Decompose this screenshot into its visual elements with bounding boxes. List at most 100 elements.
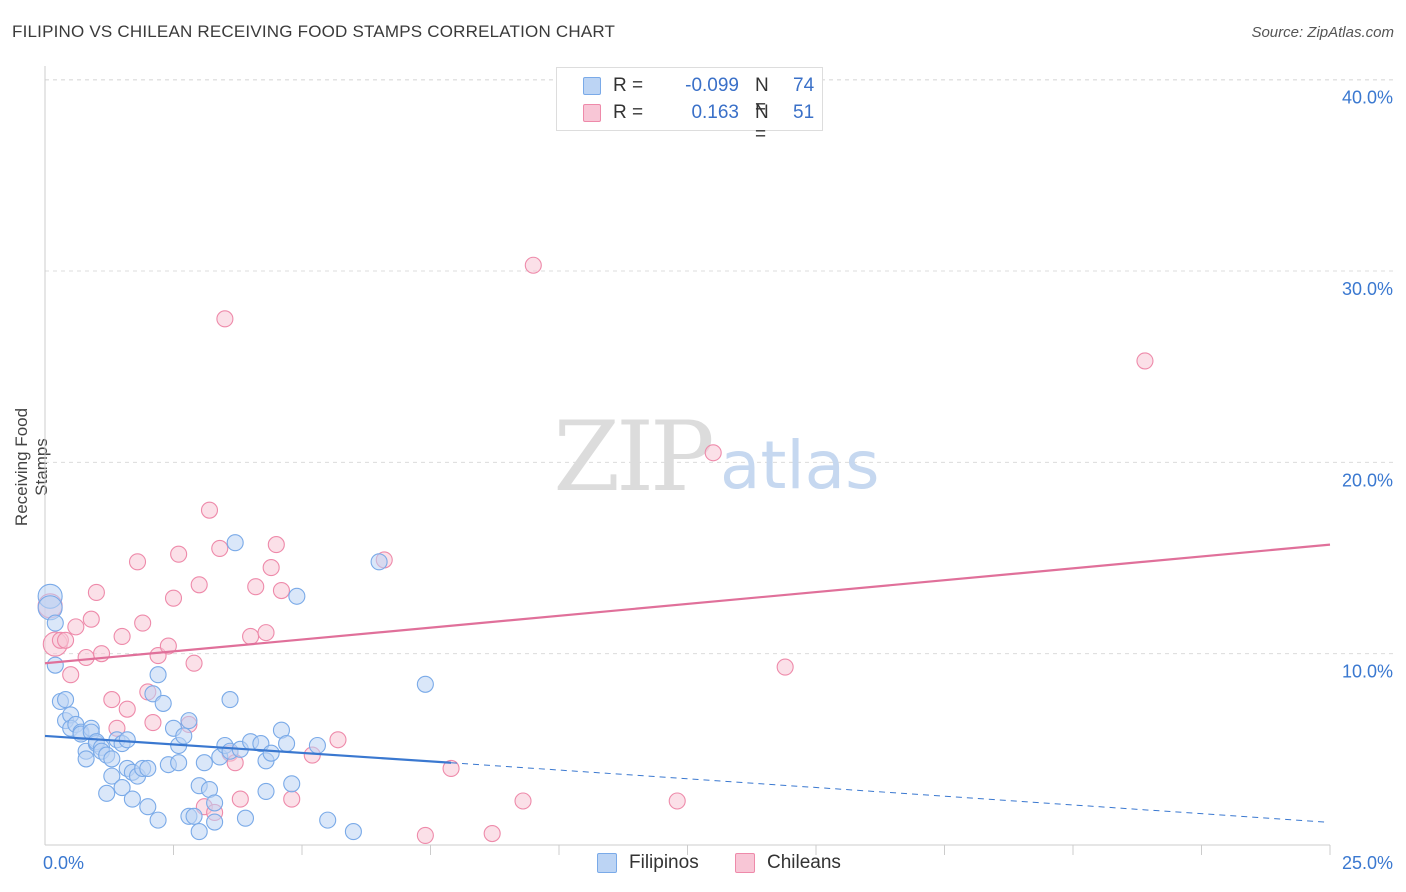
- r-value-chileans: 0.163: [691, 102, 739, 123]
- chilean-point: [257, 624, 275, 642]
- filipino-point: [46, 614, 64, 632]
- chilean-point: [170, 545, 188, 563]
- filipino-point: [139, 759, 157, 778]
- chilean-point: [483, 824, 501, 843]
- chilean-point: [82, 610, 100, 628]
- y-tick-label: 40.0%: [1342, 88, 1393, 108]
- chilean-point: [77, 648, 95, 667]
- filipino-point: [278, 735, 296, 753]
- filipino-point: [139, 798, 157, 816]
- filipino-point: [170, 754, 188, 772]
- filipino-point: [195, 754, 213, 772]
- filipino-point: [344, 823, 362, 841]
- chilean-point: [103, 691, 121, 709]
- filipino-point: [180, 712, 198, 730]
- chilean-point: [211, 539, 229, 557]
- chilean-point: [164, 589, 183, 607]
- filipino-point: [190, 823, 208, 841]
- chilean-point: [704, 444, 722, 462]
- tick-labels: 10.0% 20.0% 30.0% 40.0% 0.0% 25.0%: [43, 88, 1393, 873]
- filipinos-trend-line: [44, 734, 452, 764]
- source-label: Source: ZipAtlas.com: [1251, 24, 1394, 41]
- chilean-point: [113, 627, 131, 645]
- bottom-legend-label-filipinos: Filipinos: [629, 852, 699, 873]
- chilean-point: [231, 790, 249, 808]
- x-tick-label: 0.0%: [43, 853, 84, 873]
- filipino-point: [123, 790, 141, 808]
- chilean-point: [200, 501, 219, 519]
- chilean-point: [134, 614, 152, 632]
- r-value-filipinos: -0.099: [685, 75, 739, 96]
- n-value-filipinos: 74: [793, 75, 815, 96]
- filipino-point: [185, 807, 203, 825]
- chilean-point: [67, 618, 85, 636]
- chilean-point: [144, 713, 162, 732]
- chilean-point: [128, 553, 147, 571]
- chilean-point: [87, 583, 105, 601]
- filipino-point: [103, 750, 121, 768]
- filipino-point: [262, 744, 280, 762]
- chilean-point: [283, 790, 301, 808]
- chilean-point: [159, 637, 177, 655]
- filipino-point: [226, 534, 244, 552]
- chilean-point: [1136, 352, 1154, 370]
- bottom-legend-label-chileans: Chileans: [767, 852, 841, 873]
- chilean-point: [118, 700, 136, 718]
- chilean-point: [242, 627, 260, 645]
- filipino-point: [118, 731, 136, 749]
- filipino-point: [149, 811, 167, 829]
- filipino-point: [319, 811, 337, 829]
- filipino-point: [236, 809, 255, 827]
- r-label: R =: [613, 75, 644, 96]
- filipino-point: [46, 656, 64, 674]
- data-points: [37, 256, 1154, 844]
- bottom-legend-swatch-chileans: [735, 853, 755, 873]
- watermark: ZIP atlas: [553, 401, 879, 513]
- correlation-legend: R = -0.099 N = 74 R = 0.163 N = 51: [556, 67, 823, 145]
- chilean-point: [514, 792, 532, 810]
- chilean-point: [62, 666, 80, 684]
- filipino-point: [103, 767, 121, 785]
- chart-title: FILIPINO VS CHILEAN RECEIVING FOOD STAMP…: [12, 22, 616, 41]
- y-tick-label: 30.0%: [1342, 279, 1393, 299]
- filipino-point: [149, 666, 167, 684]
- chilean-point: [524, 256, 542, 274]
- filipino-point: [57, 691, 75, 709]
- chilean-point: [190, 576, 208, 594]
- bottom-legend-swatch-filipinos: [597, 853, 617, 873]
- filipino-point: [206, 794, 224, 812]
- chilean-point: [57, 631, 75, 649]
- filipino-point: [77, 750, 95, 768]
- filipino-point: [98, 784, 116, 802]
- legend-swatch-chileans: [583, 104, 601, 122]
- filipino-point: [308, 736, 326, 755]
- n-label: N =: [755, 102, 769, 145]
- filipino-point: [283, 775, 301, 793]
- n-label: N =: [755, 75, 769, 118]
- filipino-point: [175, 727, 193, 745]
- trend-lines: [44, 543, 1331, 823]
- y-tick-label: 20.0%: [1342, 470, 1393, 490]
- chilean-point: [668, 792, 686, 810]
- filipino-point: [206, 813, 224, 831]
- chilean-point: [216, 310, 234, 328]
- filipino-point: [416, 675, 434, 693]
- filipino-point: [113, 779, 131, 797]
- axes: [44, 66, 1330, 846]
- chilean-point: [272, 581, 290, 600]
- filipino-point: [370, 553, 388, 571]
- filipinos-trend-extension: [451, 762, 1325, 823]
- chileans-trend-line: [44, 543, 1331, 665]
- chilean-point: [416, 826, 434, 844]
- filipino-point: [154, 694, 172, 712]
- watermark-atlas: atlas: [720, 427, 880, 504]
- filipino-point: [257, 782, 275, 800]
- chilean-point: [776, 658, 794, 676]
- filipino-point: [221, 691, 239, 709]
- watermark-zip: ZIP: [553, 401, 712, 513]
- x-tick-label: 25.0%: [1342, 853, 1393, 873]
- r-label: R =: [613, 102, 644, 123]
- chilean-point: [267, 536, 285, 554]
- chilean-point: [442, 759, 460, 778]
